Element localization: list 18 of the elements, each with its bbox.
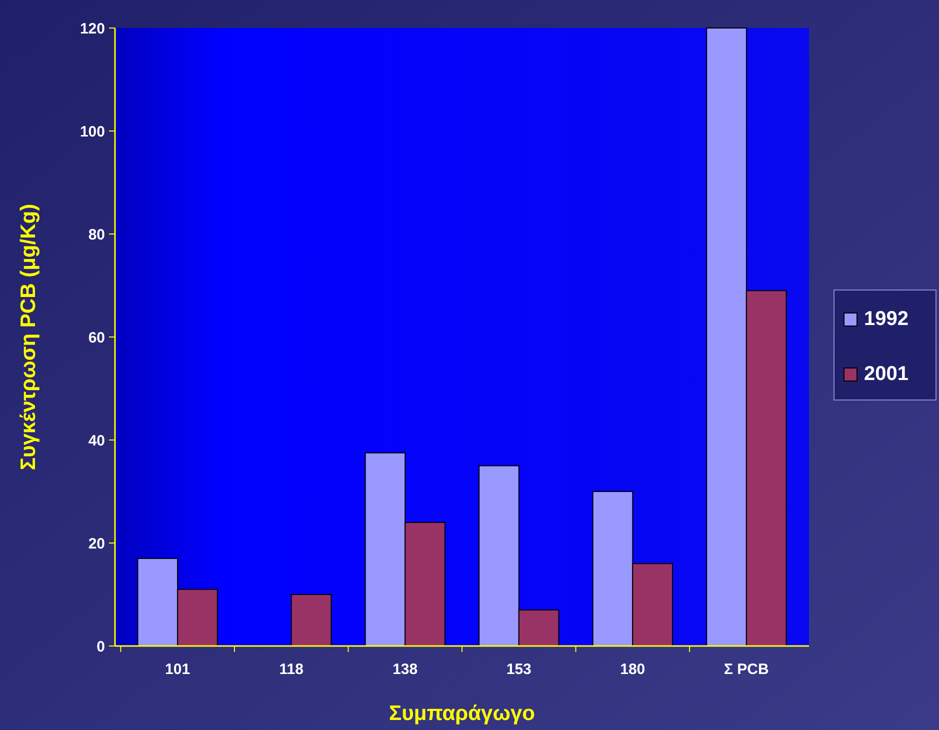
y-tick-label: 80 (88, 226, 105, 244)
y-axis-title: Συγκέντρωση PCB (μg/Kg) (17, 204, 40, 470)
x-tick-label: 180 (620, 661, 646, 678)
y-tick-label: 20 (88, 535, 105, 552)
x-tick-label: 153 (506, 661, 532, 678)
y-tick-label: 40 (88, 432, 105, 450)
y-tick-label: 60 (88, 329, 105, 346)
x-tick-label: 118 (279, 661, 304, 678)
legend-label: 1992 (864, 308, 908, 330)
y-tick-label: 120 (80, 20, 105, 38)
y-tick-label: 0 (96, 638, 105, 656)
x-tick-label: Σ PCB (724, 661, 770, 678)
y-tick-label: 100 (80, 123, 105, 140)
x-tick-label: 101 (165, 661, 190, 678)
x-tick-label: 138 (392, 661, 418, 678)
legend-label: 2001 (864, 363, 908, 385)
bar (290, 594, 332, 646)
x-axis-title: Συμπαράγωγο (389, 702, 535, 725)
